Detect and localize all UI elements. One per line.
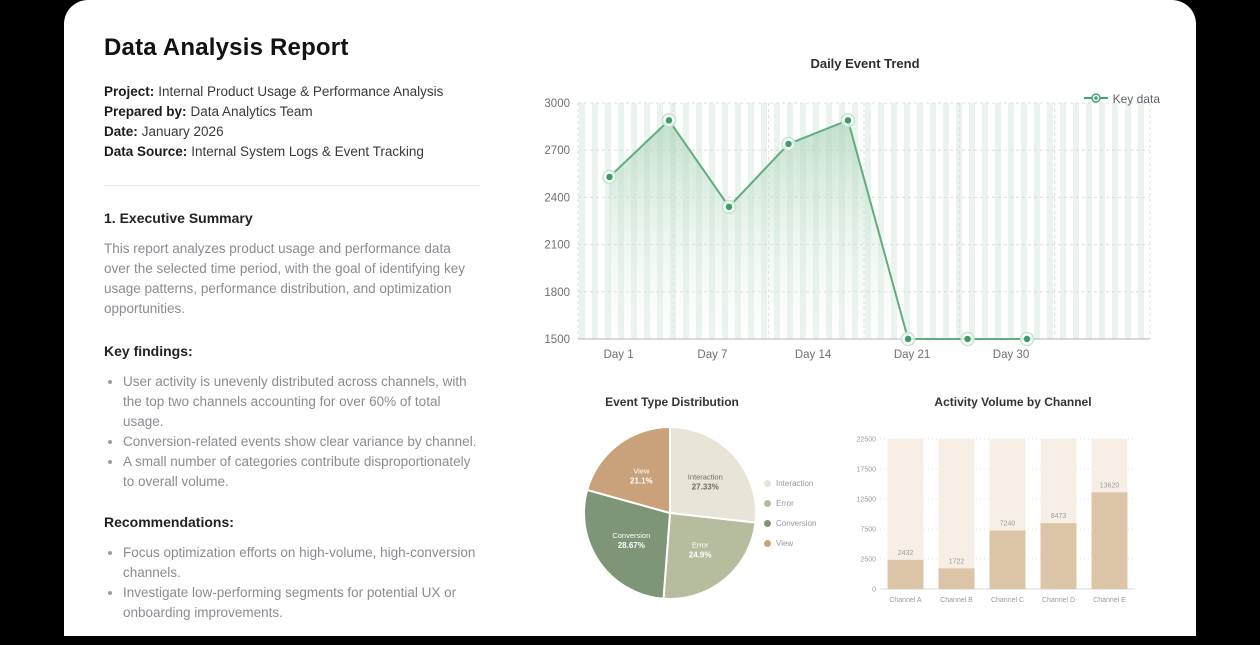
line-chart-block: Daily Event Trend Key data 1500 1800 2100 2… — [540, 56, 1190, 383]
svg-text:3000: 3000 — [544, 98, 570, 110]
svg-text:7240: 7240 — [1000, 521, 1016, 528]
recommendations-list: Focus optimization efforts on high-volum… — [104, 543, 480, 623]
svg-text:Interaction: Interaction — [688, 472, 723, 481]
meta-row-data-source: Data Source: Internal System Logs & Event… — [104, 142, 480, 162]
legend-color-dot — [764, 540, 771, 547]
report-meta: Project: Internal Product Usage & Perform… — [104, 82, 480, 162]
list-item: Investigate low-performing segments for … — [123, 583, 480, 623]
svg-text:22500: 22500 — [857, 437, 877, 444]
svg-text:Day 1: Day 1 — [604, 349, 634, 361]
list-item: A small number of categories contribute … — [123, 452, 480, 492]
meta-label: Prepared by: — [104, 104, 187, 119]
meta-label: Date: — [104, 124, 138, 139]
meta-value: Internal Product Usage & Performance Ana… — [158, 84, 444, 99]
legend-color-dot — [764, 500, 771, 507]
exec-summary-body: This report analyzes product usage and p… — [104, 241, 465, 316]
svg-text:Day 14: Day 14 — [795, 349, 832, 361]
line-chart-legend-item[interactable]: Key data — [1083, 92, 1160, 106]
pie-legend-item[interactable]: Conversion — [764, 519, 816, 528]
svg-text:Channel A: Channel A — [889, 597, 922, 604]
pie-legend-item[interactable]: Interaction — [764, 479, 816, 488]
bar-chart-title: Activity Volume by Channel — [934, 395, 1092, 409]
svg-text:Day 21: Day 21 — [894, 349, 930, 361]
meta-row-prepared-by: Prepared by: Data Analytics Team — [104, 102, 480, 122]
legend-color-dot — [764, 520, 771, 527]
report-card: Data Analysis Report Project: Internal Pr… — [64, 0, 1196, 636]
svg-text:28.67%: 28.67% — [618, 541, 645, 550]
svg-text:Channel B: Channel B — [940, 597, 973, 604]
svg-text:17500: 17500 — [857, 467, 877, 474]
pie-chart-block: Event Type Distribution Interaction 27.33… — [552, 395, 852, 613]
recommendations-heading: Recommendations: — [104, 514, 234, 530]
svg-text:Conversion: Conversion — [612, 531, 650, 540]
list-item: User activity is unevenly distributed ac… — [123, 372, 480, 432]
svg-text:2432: 2432 — [898, 550, 914, 557]
meta-row-date: Date: January 2026 — [104, 122, 480, 142]
charts-column: Daily Event Trend Key data 1500 1800 2100 2… — [540, 44, 1190, 613]
svg-text:1800: 1800 — [544, 287, 570, 299]
divider — [104, 185, 480, 186]
pie-chart-title: Event Type Distribution — [605, 395, 739, 409]
svg-text:21.1%: 21.1% — [630, 476, 653, 485]
line-chart-title: Daily Event Trend — [810, 56, 920, 71]
meta-row-project: Project: Internal Product Usage & Perform… — [104, 82, 480, 102]
meta-label: Data Source: — [104, 144, 188, 159]
legend-label: Conversion — [776, 519, 817, 528]
svg-text:24.9%: 24.9% — [689, 550, 712, 559]
svg-text:Error: Error — [692, 540, 709, 549]
report-text-column: Data Analysis Report Project: Internal Pr… — [104, 34, 480, 645]
line-legend-icon — [1083, 92, 1108, 106]
line-legend-label: Key data — [1112, 92, 1160, 106]
svg-text:Channel C: Channel C — [991, 597, 1024, 604]
svg-text:8473: 8473 — [1051, 513, 1067, 520]
svg-text:1500: 1500 — [544, 334, 570, 346]
bar-chart-block: Activity Volume by Channel 0 2500 7500 1250… — [856, 395, 1190, 613]
key-findings-list: User activity is unevenly distributed ac… — [104, 372, 480, 492]
bar-chart: 0 2500 7500 12500 17500 22500 2432 Channel A 172… — [857, 437, 1135, 604]
legend-label: Error — [776, 499, 794, 508]
svg-text:2400: 2400 — [544, 192, 570, 204]
svg-text:27.33%: 27.33% — [692, 482, 719, 491]
meta-label: Project: — [104, 84, 155, 99]
svg-text:Day 30: Day 30 — [993, 349, 1029, 361]
svg-text:7500: 7500 — [860, 527, 876, 534]
svg-text:0: 0 — [872, 587, 876, 594]
meta-value: Internal System Logs & Event Tracking — [191, 144, 424, 159]
exec-summary-heading: 1. Executive Summary — [104, 210, 253, 226]
pie-legend-item[interactable]: Error — [764, 499, 816, 508]
svg-text:12500: 12500 — [857, 497, 877, 504]
legend-color-dot — [764, 480, 771, 487]
svg-text:Day 7: Day 7 — [697, 349, 727, 361]
meta-value: January 2026 — [141, 124, 224, 139]
svg-text:Channel D: Channel D — [1042, 597, 1075, 604]
legend-label: View — [776, 539, 794, 548]
page-title: Data Analysis Report — [104, 34, 349, 61]
svg-text:2700: 2700 — [544, 145, 570, 157]
list-item: Focus optimization efforts on high-volum… — [123, 543, 480, 583]
svg-text:Channel E: Channel E — [1093, 597, 1126, 604]
svg-text:1722: 1722 — [949, 558, 965, 565]
list-item: Conversion-related events show clear var… — [123, 432, 480, 452]
key-findings-heading: Key findings: — [104, 343, 193, 359]
meta-value: Data Analytics Team — [190, 104, 313, 119]
svg-text:View: View — [633, 466, 650, 475]
pie-chart-legend: Interaction Error Conversion View — [764, 479, 816, 548]
legend-label: Interaction — [776, 479, 814, 488]
pie-legend-item[interactable]: View — [764, 539, 816, 548]
svg-text:2100: 2100 — [544, 240, 570, 252]
svg-text:13620: 13620 — [1100, 482, 1120, 489]
svg-text:2500: 2500 — [860, 557, 876, 564]
line-chart: 1500 1800 2100 2400 2700 3000 Day 1 Day 7 Day 14… — [544, 98, 1151, 361]
bottom-charts-row: Event Type Distribution Interaction 27.33… — [540, 395, 1190, 613]
